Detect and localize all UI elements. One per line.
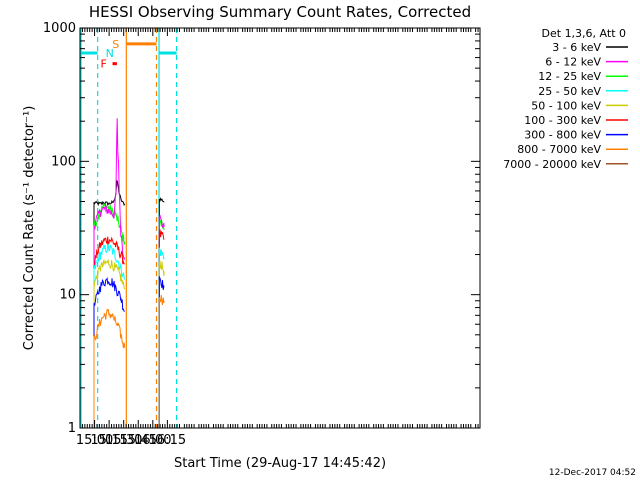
legend-label: 3 - 6 keV [552, 41, 601, 54]
legend-label: 800 - 7000 keV [517, 143, 601, 156]
legend-label: 12 - 25 keV [538, 70, 601, 83]
series-line [158, 214, 165, 428]
y-axis: 1 10 100 1000 [43, 21, 480, 436]
legend-label: 7000 - 20000 keV [503, 158, 601, 171]
saa-label: S [112, 38, 119, 51]
y-axis-label: Corrected Count Rate (s⁻¹ detector⁻¹) [22, 106, 37, 351]
series-line [158, 260, 165, 428]
x-tick-label: 15:00 [76, 433, 113, 448]
x-tick-label: 16:15 [149, 433, 186, 448]
plot-frame [79, 27, 481, 429]
y-tick-label: 1000 [43, 21, 76, 36]
flare-label: F [101, 58, 107, 71]
y-tick-label: 100 [51, 154, 76, 169]
x-tick-label: 15:45 [120, 433, 157, 448]
series-line [93, 243, 126, 428]
series-line [158, 276, 165, 428]
legend-label: 25 - 50 keV [538, 85, 601, 98]
series-layer [93, 118, 165, 428]
night-label: N [106, 47, 114, 60]
series-line [158, 294, 165, 428]
legend-label: 300 - 800 keV [524, 129, 601, 142]
date-stamp: 12-Dec-2017 04:52 [549, 468, 636, 478]
series-line [93, 308, 126, 428]
chart-title: HESSI Observing Summary Count Rates, Cor… [89, 3, 471, 21]
series-line [93, 203, 126, 428]
series-line [93, 258, 126, 428]
x-tick-label: 16:00 [134, 433, 171, 448]
series-line [158, 247, 165, 428]
legend-label: 100 - 300 keV [524, 114, 601, 127]
x-tick-label: 15:30 [105, 433, 142, 448]
x-axis-label: Start Time (29-Aug-17 14:45:42) [174, 456, 386, 471]
series-line [93, 276, 125, 428]
x-tick-label: 15:15 [90, 433, 127, 448]
y-tick-label: 1 [68, 421, 76, 436]
series-line [158, 229, 165, 428]
series-line [158, 197, 165, 428]
series-line [93, 236, 125, 428]
legend-label: 50 - 100 keV [531, 99, 601, 112]
series-line [93, 118, 126, 428]
legend-label: 6 - 12 keV [545, 56, 601, 69]
y-tick-label: 10 [59, 288, 76, 303]
legend-header: Det 1,3,6, Att 0 [542, 27, 626, 40]
